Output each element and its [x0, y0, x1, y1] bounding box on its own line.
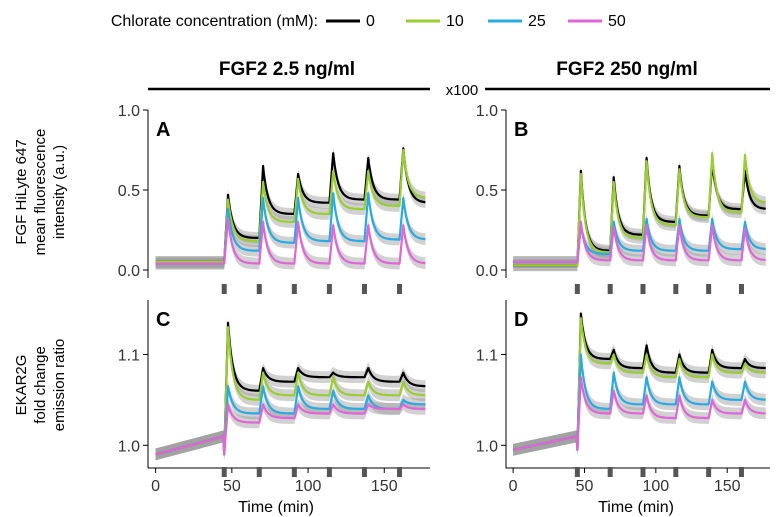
y-axis-titles: FGF HiLyte 647 mean fluorescence intensi…: [13, 129, 68, 432]
stimulus-pulse-marker: [574, 467, 580, 477]
stimulus-pulse-marker: [256, 467, 262, 477]
column-title-left: FGF2 2.5 ng/ml: [219, 59, 355, 80]
x-axis-title-left: Time (min): [238, 499, 314, 516]
x-tick-label: 50: [223, 478, 241, 495]
y-tick-label: 0.5: [476, 183, 498, 200]
series-0-error-band: [155, 316, 426, 461]
series-line-50: [155, 217, 426, 265]
series-line-50: [155, 403, 426, 456]
y-tick-label: 1.1: [476, 347, 498, 364]
stimulus-pulse-marker: [326, 284, 332, 294]
y-axis-title-bottom-line-1: EKAR2G: [13, 355, 30, 416]
x-tick-label: 0: [509, 478, 518, 495]
series-line-10: [512, 152, 767, 267]
stimulus-pulse-marker: [738, 284, 744, 294]
stimulus-pulse-marker: [738, 467, 744, 477]
series-line-50: [512, 220, 767, 264]
x-tick-label: 50: [576, 478, 594, 495]
x-axis-titles: Time (min) Time (min): [238, 499, 674, 516]
x-tick-label: 150: [714, 478, 741, 495]
stimulus-pulse-marker: [256, 284, 262, 294]
stimulus-pulse-marker: [640, 284, 646, 294]
y-axis-title-bottom-line-3: emission ratio: [51, 339, 68, 432]
panel-letter: A: [156, 119, 170, 141]
panel-letter: C: [156, 309, 170, 331]
legend-title: Chlorate concentration (mM):: [111, 13, 318, 30]
y-tick-label: 0.0: [118, 263, 140, 280]
y-axis-title-top-line-3: intensity (a.u.): [51, 145, 68, 239]
stimulus-pulse-marker: [361, 467, 367, 477]
series-line-0: [155, 321, 426, 456]
y-tick-label: 1.0: [118, 438, 140, 455]
legend: Chlorate concentration (mM): 0 10 25 50: [111, 13, 626, 30]
stimulus-pulse-marker: [706, 284, 712, 294]
x-tick-label: 100: [295, 478, 322, 495]
y-tick-label: 1.0: [118, 103, 140, 120]
stimulus-pulse-marker: [397, 284, 403, 294]
series-line-10: [512, 317, 767, 451]
panel-letter: D: [514, 309, 528, 331]
x-tick-label: 150: [371, 478, 398, 495]
stimulus-pulse-marker: [607, 284, 613, 294]
series-10-error-band: [155, 321, 426, 461]
panel-letter: B: [514, 119, 528, 141]
series-10-error-band: [513, 312, 766, 456]
stimulus-pulse-marker: [291, 467, 297, 477]
y-tick-label: 0.0: [476, 263, 498, 280]
panel-D: 1.0 1.1 0 50 100 150 D: [476, 300, 770, 495]
axis-multiplier-label: x100: [446, 82, 479, 99]
stimulus-pulse-marker: [397, 467, 403, 477]
stimulus-pulse-marker: [673, 284, 679, 294]
stimulus-pulse-marker: [673, 467, 679, 477]
x-axis-title-right: Time (min): [598, 499, 674, 516]
legend-label-10: 10: [446, 13, 464, 30]
stimulus-pulse-marker: [361, 284, 367, 294]
legend-label-50: 50: [608, 13, 626, 30]
x-tick-label: 100: [642, 478, 669, 495]
stimulus-pulse-marker: [574, 284, 580, 294]
series-25-error-band: [513, 212, 766, 268]
stimulus-pulse-marker: [640, 467, 646, 477]
y-axis-title-bottom-line-2: fold change: [32, 346, 49, 424]
stimulus-pulse-marker: [607, 467, 613, 477]
stimulus-pulse-marker: [221, 284, 227, 294]
panel-B: 0.0 0.5 1.0 B: [476, 103, 767, 294]
y-axis-title-top-line-2: mean fluorescence: [32, 129, 49, 256]
y-tick-label: 1.1: [118, 347, 140, 364]
y-tick-label: 1.0: [476, 438, 498, 455]
y-axis-title-top-line-1: FGF HiLyte 647: [13, 139, 30, 244]
panel-C: 1.0 1.1 0 50 100 150 C: [118, 300, 430, 495]
column-title-right: FGF2 250 ng/ml: [556, 59, 697, 80]
series-line-50: [512, 376, 767, 451]
series-50-error-band: [513, 216, 766, 268]
stimulus-pulse-marker: [326, 467, 332, 477]
y-tick-label: 0.5: [118, 183, 140, 200]
legend-label-0: 0: [366, 13, 375, 30]
series-25-error-band: [513, 348, 766, 456]
series-line-0: [512, 312, 767, 451]
stimulus-pulse-marker: [706, 467, 712, 477]
stimulus-pulse-marker: [221, 467, 227, 477]
series-10-error-band: [155, 144, 426, 268]
panels: 0.00.51.0A0.00.51.0B1.01.10 50 100 150C1.01…: [118, 103, 770, 495]
y-tick-label: 1.0: [476, 103, 498, 120]
series-line-10: [155, 148, 426, 264]
legend-label-25: 25: [528, 13, 546, 30]
stimulus-pulse-marker: [291, 284, 297, 294]
x-tick-label: 0: [151, 478, 160, 495]
panel-A: 0.0 0.5 1.0 A: [118, 103, 426, 294]
series-0-error-band: [513, 307, 766, 456]
column-headers: FGF2 2.5 ng/ml FGF2 250 ng/ml x100: [148, 59, 770, 99]
